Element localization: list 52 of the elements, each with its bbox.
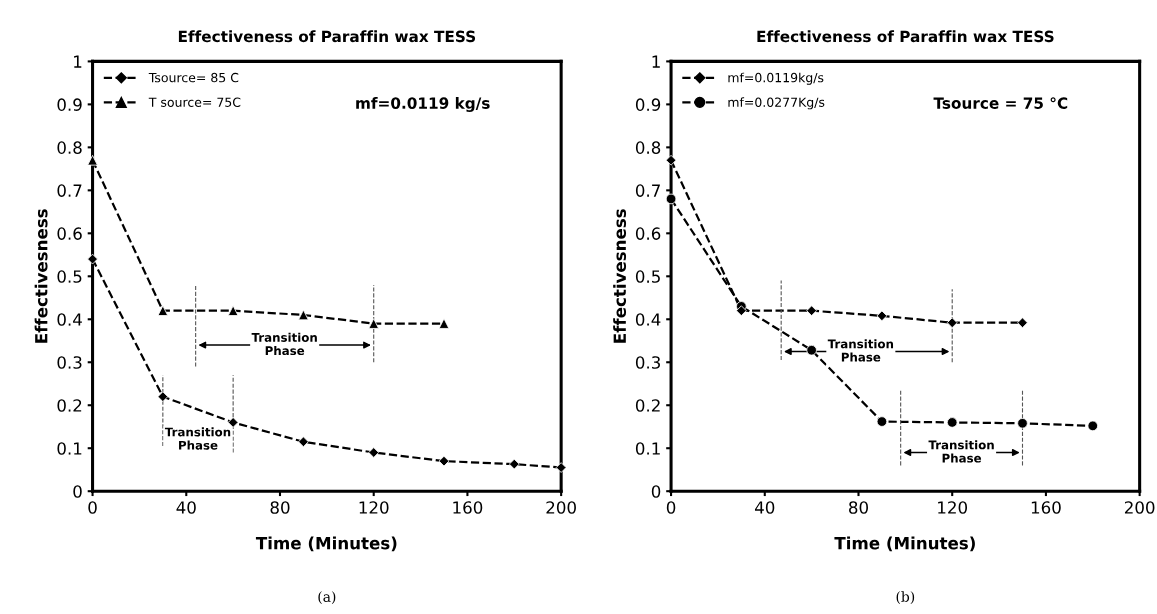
y-tick-label: 0.4: [635, 313, 661, 326]
x-tick-label: 160: [1031, 501, 1061, 514]
chart-title: Effectiveness of Paraffin wax TESS: [757, 30, 1054, 43]
x-tick-label: 40: [176, 501, 196, 514]
text: (b): [896, 591, 915, 604]
y-tick-label: 1: [652, 55, 660, 68]
annotation: Transition Phase: [251, 332, 317, 356]
y-tick-label: 0.7: [57, 184, 82, 197]
y-tick-label: 0: [73, 485, 82, 498]
chart-title: Effectiveness of Paraffin wax TESS: [178, 30, 476, 43]
x-tick-label: 80: [270, 501, 290, 514]
x-tick-label: 200: [546, 501, 576, 514]
y-tick-label: 0.1: [57, 442, 82, 455]
x-tick-label: 160: [453, 501, 483, 514]
annotation: Transition Phase: [928, 440, 994, 463]
y-tick-label: 0.8: [57, 141, 82, 154]
annotation: Transition Phase: [827, 339, 894, 362]
x-tick-label: 40: [754, 501, 775, 514]
x-tick-label: 80: [849, 501, 868, 514]
x-axis-title: Time (Minutes): [255, 536, 397, 552]
text: (a): [318, 591, 336, 604]
y-axis-title: Effectivesness: [613, 209, 627, 343]
y-tick-label: 0.5: [57, 270, 82, 283]
x-tick-label: 120: [359, 501, 389, 514]
y-tick-label: 0.5: [635, 270, 660, 283]
y-tick-label: 0.1: [635, 442, 660, 455]
y-tick-label: 0.8: [635, 141, 661, 154]
x-tick-label: 200: [1124, 501, 1155, 514]
legend-label: T source= 75C: [148, 97, 241, 107]
y-tick-label: 0.2: [57, 399, 82, 412]
legend-label: mf=0.0119kg/s: [728, 72, 824, 85]
annotation: Tsource = 75 °C: [933, 97, 1068, 109]
y-tick-label: 0.3: [635, 356, 660, 369]
x-tick-label: 120: [938, 501, 968, 514]
y-tick-label: 0.7: [635, 184, 660, 197]
y-tick-label: 0.2: [635, 399, 660, 412]
x-tick-label: 0: [88, 501, 97, 514]
y-axis-title: Effectivesness: [34, 209, 48, 343]
y-tick-label: 0.6: [635, 227, 661, 240]
annotation: Transition Phase: [164, 427, 231, 450]
y-tick-label: 0.4: [57, 313, 82, 326]
y-tick-label: 0.9: [57, 98, 82, 111]
legend-label: Tsource= 85 C: [148, 72, 239, 83]
x-tick-label: 0: [666, 501, 676, 514]
y-tick-label: 0: [651, 485, 661, 498]
annotation: mf=0.0119 kg/s: [356, 97, 490, 112]
y-tick-label: 0.9: [635, 98, 661, 111]
y-tick-label: 1: [74, 55, 82, 68]
legend-label: mf=0.0277Kg/s: [728, 97, 825, 110]
y-tick-label: 0.6: [57, 227, 82, 240]
y-tick-label: 0.3: [57, 356, 82, 369]
x-axis-title: Time (Minutes): [834, 536, 975, 552]
